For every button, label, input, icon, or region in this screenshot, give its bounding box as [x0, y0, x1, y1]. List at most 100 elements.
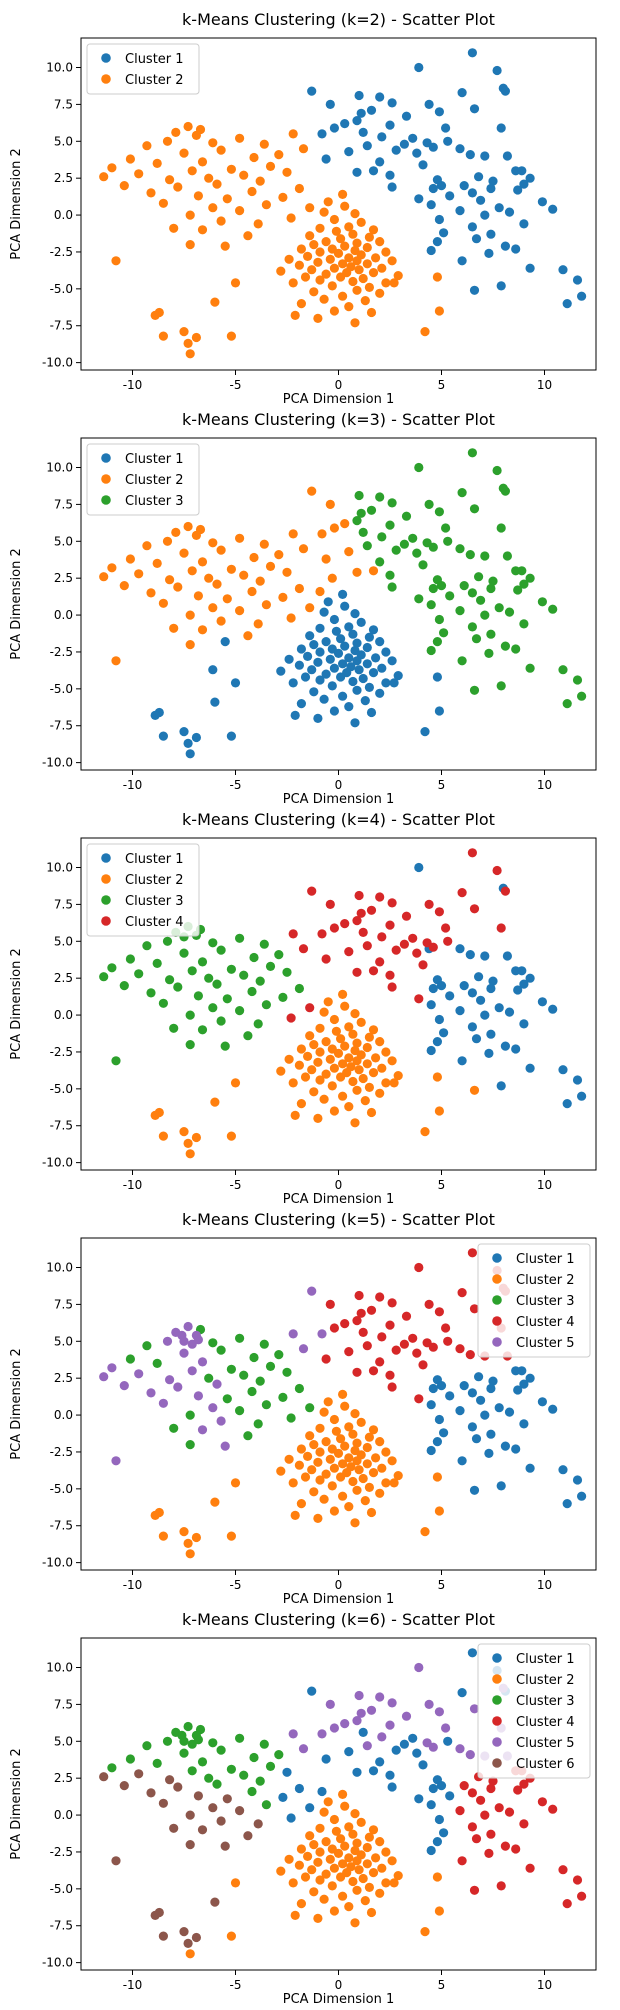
- data-point: [492, 65, 502, 76]
- data-point: [562, 1499, 572, 1509]
- data-point: [517, 966, 527, 976]
- data-point: [284, 254, 294, 264]
- legend-marker: [492, 1337, 502, 1347]
- data-point: [562, 1099, 572, 1109]
- data-point: [333, 648, 344, 658]
- data-point: [480, 1410, 490, 1420]
- legend-marker: [101, 916, 111, 926]
- data-point: [391, 1345, 401, 1355]
- data-point: [420, 1927, 430, 1937]
- data-point: [436, 581, 447, 591]
- data-point: [366, 1107, 377, 1118]
- data-point: [191, 130, 201, 140]
- data-point: [317, 529, 327, 539]
- data-point: [391, 945, 401, 955]
- data-point: [364, 232, 374, 242]
- data-point: [494, 203, 504, 213]
- data-point: [364, 282, 374, 292]
- y-tick-label: -5.0: [50, 682, 73, 696]
- data-point: [300, 672, 311, 682]
- data-point: [412, 548, 422, 558]
- data-point: [265, 561, 276, 571]
- data-point: [371, 253, 381, 263]
- data-point: [368, 1366, 379, 1376]
- data-point: [362, 659, 372, 669]
- data-point: [187, 1366, 197, 1376]
- data-point: [300, 272, 311, 282]
- data-point: [329, 1414, 339, 1425]
- data-point: [319, 207, 329, 217]
- data-point: [389, 1878, 399, 1888]
- data-point: [171, 127, 181, 137]
- x-tick-label: 0: [335, 378, 343, 392]
- data-point: [288, 529, 298, 539]
- data-point: [173, 1382, 183, 1392]
- data-point: [282, 967, 292, 977]
- data-point: [513, 585, 523, 595]
- data-point: [235, 933, 245, 943]
- data-point: [208, 665, 218, 675]
- data-point: [197, 1425, 208, 1435]
- data-point: [469, 1304, 480, 1314]
- data-point: [375, 1292, 385, 1302]
- series-3: [99, 921, 304, 1066]
- data-point: [387, 1382, 397, 1392]
- data-point: [99, 1772, 109, 1782]
- data-point: [319, 1494, 329, 1504]
- data-point: [348, 629, 358, 639]
- data-point: [434, 507, 444, 517]
- data-point: [387, 1698, 397, 1708]
- data-point: [212, 979, 222, 989]
- data-point: [348, 1029, 358, 1039]
- legend-marker: [492, 1737, 502, 1747]
- data-point: [331, 1426, 341, 1436]
- data-point: [344, 653, 354, 663]
- data-point: [434, 1014, 444, 1025]
- data-point: [364, 632, 374, 642]
- data-point: [368, 166, 379, 176]
- data-point: [455, 206, 465, 216]
- series-1: [414, 862, 587, 1109]
- data-point: [457, 1856, 467, 1866]
- data-point: [500, 86, 510, 96]
- data-point: [197, 957, 208, 967]
- data-point: [247, 986, 257, 997]
- data-point: [146, 1788, 156, 1798]
- data-point: [321, 554, 331, 564]
- data-point: [474, 172, 484, 182]
- x-axis-label: PCA Dimension 1: [283, 1592, 394, 1607]
- data-point: [340, 641, 350, 651]
- data-point: [210, 1497, 220, 1507]
- legend-marker: [492, 1674, 502, 1684]
- data-point: [519, 1819, 529, 1829]
- data-point: [414, 62, 424, 73]
- data-point: [385, 170, 395, 180]
- data-point: [511, 1444, 521, 1454]
- data-point: [387, 1456, 397, 1466]
- data-point: [537, 197, 548, 207]
- y-tick-label: 5.0: [54, 534, 73, 548]
- data-point: [399, 1339, 409, 1349]
- data-point: [352, 1038, 362, 1048]
- y-tick-label: 10.0: [46, 1661, 73, 1675]
- data-point: [208, 938, 218, 948]
- y-tick-label: -7.5: [50, 319, 73, 333]
- data-point: [338, 589, 348, 599]
- data-point: [371, 1453, 381, 1463]
- data-point: [315, 647, 325, 657]
- series-3: [107, 1721, 284, 1810]
- data-point: [321, 1837, 331, 1847]
- legend-marker: [101, 874, 111, 884]
- data-point: [391, 545, 401, 555]
- data-point: [142, 1741, 152, 1751]
- data-point: [235, 133, 245, 143]
- data-point: [187, 1766, 197, 1776]
- data-point: [329, 923, 339, 933]
- data-point: [486, 983, 496, 994]
- data-point: [358, 527, 368, 537]
- data-point: [469, 904, 480, 914]
- y-tick-label: -5.0: [50, 1082, 73, 1096]
- data-point: [185, 1149, 195, 1159]
- data-point: [445, 991, 455, 1001]
- data-point: [261, 200, 271, 210]
